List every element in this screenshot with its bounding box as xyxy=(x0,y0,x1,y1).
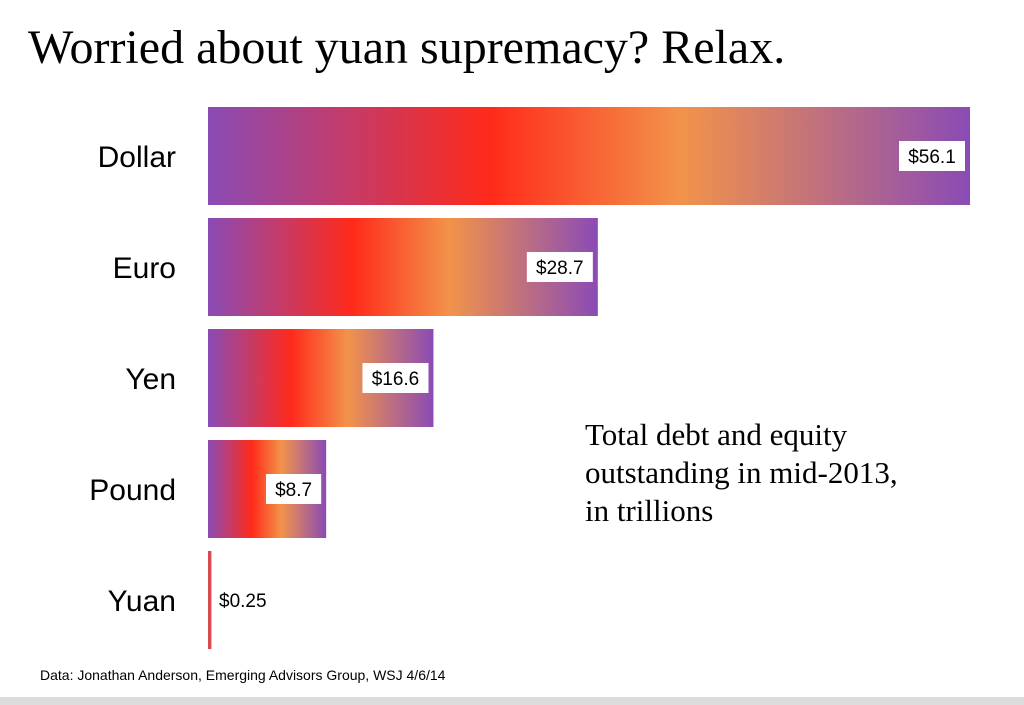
value-label-box-pound xyxy=(265,474,322,504)
value-label-yen: $16.6 xyxy=(372,369,420,390)
bottom-divider xyxy=(0,697,1024,705)
value-label-box-euro xyxy=(526,252,593,282)
chart-title: Worried about yuan supremacy? Relax. xyxy=(28,21,786,74)
value-label-box-yen xyxy=(362,363,429,393)
value-label-box-dollar xyxy=(899,141,965,171)
value-label-euro: $28.7 xyxy=(536,258,584,279)
value-label-yuan: $0.25 xyxy=(219,591,267,612)
bar-dollar xyxy=(208,107,970,205)
value-label-pound: $8.7 xyxy=(275,480,312,501)
chart-annotation: Total debt and equity outstanding in mid… xyxy=(585,416,985,530)
source-note: Data: Jonathan Anderson, Emerging Adviso… xyxy=(40,667,446,683)
category-label-pound: Pound xyxy=(89,474,176,507)
bar-yuan xyxy=(208,551,212,649)
category-label-yuan: Yuan xyxy=(108,585,176,618)
annotation-line-1: Total debt and equity xyxy=(585,417,848,452)
annotation-line-2: outstanding in mid-2013, xyxy=(585,455,898,490)
value-label-dollar: $56.1 xyxy=(908,147,956,168)
category-label-euro: Euro xyxy=(113,252,176,285)
category-label-yen: Yen xyxy=(125,363,176,396)
annotation-line-3: in trillions xyxy=(585,493,714,528)
category-label-dollar: Dollar xyxy=(98,141,176,174)
